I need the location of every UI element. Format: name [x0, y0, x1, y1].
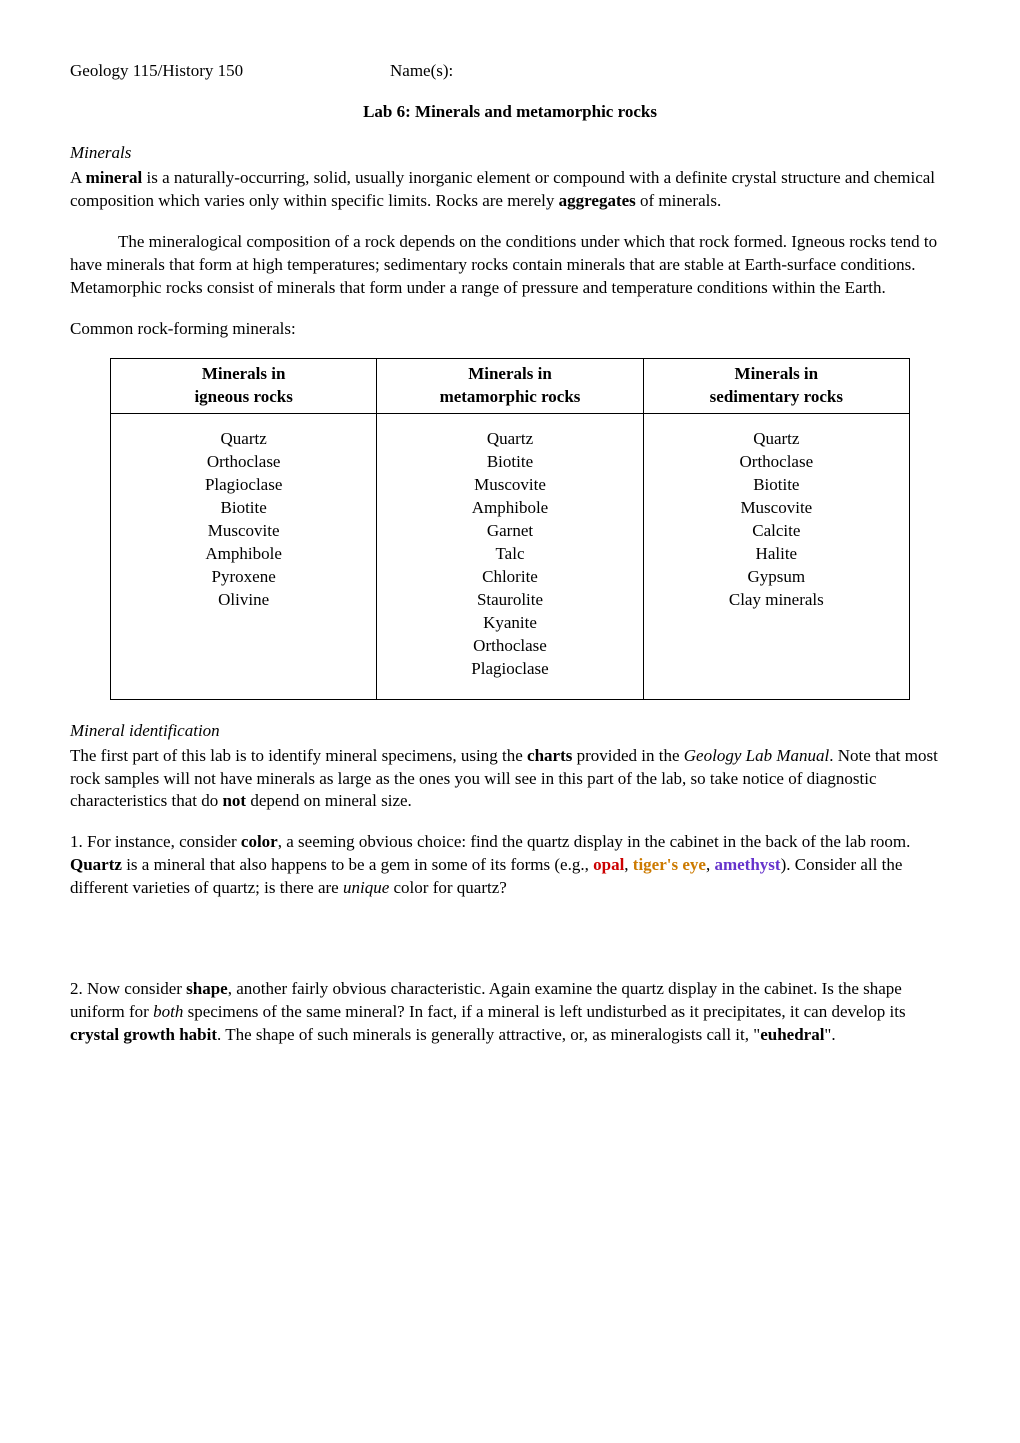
mineral-item: Staurolite [385, 589, 634, 612]
term-unique: unique [343, 878, 389, 897]
term-amethyst: amethyst [714, 855, 780, 874]
table-body-row: QuartzOrthoclasePlagioclaseBiotiteMuscov… [111, 414, 910, 699]
minerals-heading: Minerals [70, 142, 950, 165]
intro-paragraph-1: A mineral is a naturally-occurring, soli… [70, 167, 950, 213]
header-sedimentary: Minerals in sedimentary rocks [643, 359, 909, 414]
mineral-item: Biotite [119, 497, 368, 520]
text: 1. For instance, consider [70, 832, 241, 851]
mineral-item: Biotite [652, 474, 901, 497]
mineral-item: Chlorite [385, 566, 634, 589]
mineral-item: Plagioclase [119, 474, 368, 497]
mineral-item: Muscovite [119, 520, 368, 543]
header-line: sedimentary rocks [710, 387, 843, 406]
header-line: metamorphic rocks [440, 387, 581, 406]
header-igneous: Minerals in igneous rocks [111, 359, 377, 414]
text: , [624, 855, 633, 874]
mineral-item: Gypsum [652, 566, 901, 589]
term-not: not [222, 791, 246, 810]
mineral-id-heading: Mineral identification [70, 720, 950, 743]
term-quartz: Quartz [70, 855, 122, 874]
term-opal: opal [593, 855, 624, 874]
cell-sedimentary: QuartzOrthoclaseBiotiteMuscoviteCalciteH… [643, 414, 909, 699]
text: A [70, 168, 86, 187]
text: depend on mineral size. [246, 791, 412, 810]
text: . The shape of such minerals is generall… [217, 1025, 760, 1044]
header-metamorphic: Minerals in metamorphic rocks [377, 359, 643, 414]
mineral-item: Muscovite [385, 474, 634, 497]
term-aggregates: aggregates [559, 191, 636, 210]
mineral-item: Kyanite [385, 612, 634, 635]
header-row: Geology 115/History 150 Name(s): [70, 60, 950, 83]
text: 2. Now consider [70, 979, 186, 998]
answer-space [70, 918, 950, 978]
mineral-item: Amphibole [119, 543, 368, 566]
header-line: Minerals in [735, 364, 819, 383]
mineral-item: Talc [385, 543, 634, 566]
header-line: igneous rocks [194, 387, 292, 406]
table-header-row: Minerals in igneous rocks Minerals in me… [111, 359, 910, 414]
mineral-item: Pyroxene [119, 566, 368, 589]
term-crystal-habit: crystal growth habit [70, 1025, 217, 1044]
mineral-item: Orthoclase [385, 635, 634, 658]
mineral-item: Quartz [385, 428, 634, 451]
mineral-item: Amphibole [385, 497, 634, 520]
term-charts: charts [527, 746, 572, 765]
text: color for quartz? [389, 878, 507, 897]
common-minerals-label: Common rock-forming minerals: [70, 318, 950, 341]
text: of minerals. [636, 191, 721, 210]
mineral-item: Clay minerals [652, 589, 901, 612]
question-2: 2. Now consider shape, another fairly ob… [70, 978, 950, 1047]
intro-paragraph-2: The mineralogical composition of a rock … [70, 231, 950, 300]
header-line: Minerals in [202, 364, 286, 383]
text: provided in the [572, 746, 683, 765]
id-paragraph: The first part of this lab is to identif… [70, 745, 950, 814]
term-manual: Geology Lab Manual [684, 746, 829, 765]
term-both: both [153, 1002, 183, 1021]
mineral-item: Plagioclase [385, 658, 634, 681]
header-line: Minerals in [468, 364, 552, 383]
mineral-item: Orthoclase [119, 451, 368, 474]
minerals-table: Minerals in igneous rocks Minerals in me… [110, 358, 910, 699]
cell-metamorphic: QuartzBiotiteMuscoviteAmphiboleGarnetTal… [377, 414, 643, 699]
mineral-item: Biotite [385, 451, 634, 474]
term-color: color [241, 832, 278, 851]
course-code: Geology 115/History 150 [70, 60, 390, 83]
term-mineral: mineral [86, 168, 143, 187]
term-tigers-eye: tiger's eye [633, 855, 706, 874]
term-euhedral: euhedral [760, 1025, 824, 1044]
mineral-item: Muscovite [652, 497, 901, 520]
mineral-item: Calcite [652, 520, 901, 543]
mineral-item: Halite [652, 543, 901, 566]
text: is a mineral that also happens to be a g… [122, 855, 593, 874]
mineral-item: Olivine [119, 589, 368, 612]
text: ". [824, 1025, 835, 1044]
mineral-item: Orthoclase [652, 451, 901, 474]
text: is a naturally-occurring, solid, usually… [70, 168, 935, 210]
mineral-item: Garnet [385, 520, 634, 543]
text: The first part of this lab is to identif… [70, 746, 527, 765]
lab-title: Lab 6: Minerals and metamorphic rocks [70, 101, 950, 124]
question-1: 1. For instance, consider color, a seemi… [70, 831, 950, 900]
mineral-item: Quartz [652, 428, 901, 451]
names-label: Name(s): [390, 60, 950, 83]
text: , a seeming obvious choice: find the qua… [278, 832, 911, 851]
mineral-item: Quartz [119, 428, 368, 451]
term-shape: shape [186, 979, 228, 998]
cell-igneous: QuartzOrthoclasePlagioclaseBiotiteMuscov… [111, 414, 377, 699]
text: specimens of the same mineral? In fact, … [183, 1002, 905, 1021]
